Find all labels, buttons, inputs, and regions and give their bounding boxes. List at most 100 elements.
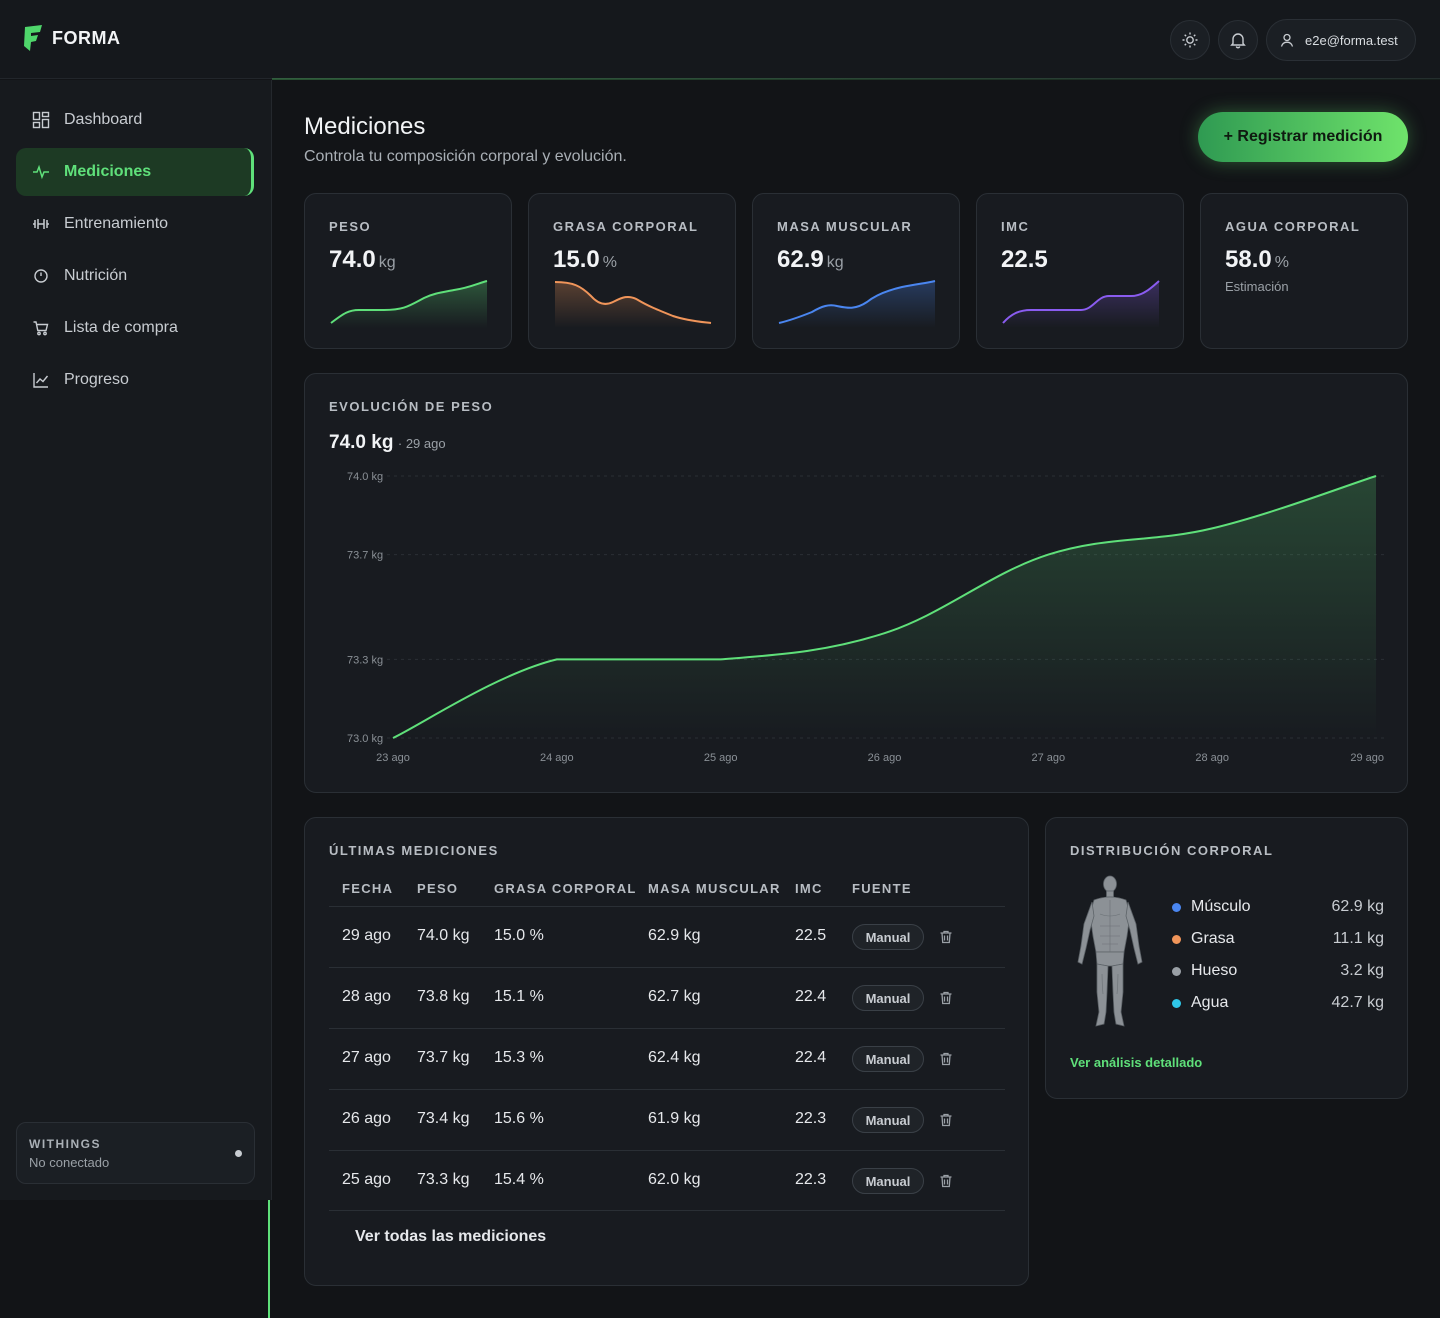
distribution-item: Músculo 62.9 kg — [1172, 896, 1384, 918]
sidebar-item-dashboard[interactable]: Dashboard — [16, 96, 254, 144]
register-measurement-button[interactable]: + Registrar medición — [1198, 112, 1408, 162]
table-cell: 61.9 kg — [648, 1110, 701, 1127]
sidebar-item-lista-de-compra[interactable]: Lista de compra — [16, 304, 254, 352]
table-cell: 22.4 — [795, 988, 827, 1005]
table-title: ÚLTIMAS MEDICIONES — [329, 843, 499, 858]
column-header: FUENTE — [852, 881, 912, 896]
source-badge: Manual — [852, 1046, 924, 1072]
sidebar-item-nutricion[interactable]: Nutrición — [16, 252, 254, 300]
distribution-item: Agua 42.7 kg — [1172, 992, 1384, 1014]
page-title: Mediciones — [304, 113, 426, 140]
stat-value: 58.0% — [1225, 246, 1289, 273]
stat-value: 22.5 — [1001, 246, 1048, 273]
trash-icon[interactable] — [938, 929, 954, 945]
app-logo[interactable]: FORMA — [22, 24, 121, 52]
detailed-analysis-link[interactable]: Ver análisis detallado — [1070, 1055, 1203, 1070]
sparkline-grasa — [554, 281, 712, 328]
bell-icon — [1230, 33, 1246, 49]
sidebar-item-label: Entrenamiento — [64, 215, 169, 232]
distribution-label: Hueso — [1191, 962, 1238, 979]
stat-subtext: Estimación — [1225, 279, 1289, 294]
table-divider — [329, 1210, 1005, 1211]
withings-status: No conectado — [29, 1155, 110, 1170]
user-menu[interactable]: e2e@forma.test — [1266, 19, 1416, 61]
connection-status-dot — [235, 1150, 242, 1157]
table-row: 26 ago 73.4 kg 15.6 % 61.9 kg 22.3 Manual — [329, 1089, 1005, 1150]
table-cell: 15.6 % — [494, 1110, 544, 1127]
stat-value: 62.9 kg — [777, 246, 844, 273]
distribution-label: Agua — [1191, 994, 1229, 1011]
source-badge: Manual — [852, 1168, 924, 1194]
withings-connection-card[interactable]: WITHINGS No conectado — [16, 1122, 255, 1184]
y-tick-label: 74.0 kg — [347, 471, 383, 483]
distribution-value: 42.7 kg — [1331, 994, 1384, 1011]
theme-toggle-button[interactable] — [1170, 20, 1210, 60]
stat-label: IMC — [1001, 219, 1030, 234]
source-badge: Manual — [852, 924, 924, 950]
trash-icon[interactable] — [938, 1112, 954, 1128]
pulse-icon — [32, 163, 50, 181]
stat-label: MASA MUSCULAR — [777, 219, 913, 234]
distribution-value: 11.1 kg — [1332, 930, 1384, 947]
sidebar-item-label: Dashboard — [64, 111, 143, 128]
table-cell: 25 ago — [342, 1171, 391, 1188]
stat-label: AGUA CORPORAL — [1225, 219, 1361, 234]
user-icon — [1280, 33, 1294, 47]
trash-icon[interactable] — [938, 1051, 954, 1067]
sun-icon — [1182, 32, 1198, 48]
stat-card-imc: IMC 22.5 — [976, 193, 1184, 349]
table-cell: 73.8 kg — [417, 988, 470, 1005]
weight-line-chart[interactable]: 74.0 kg 73.7 kg 73.3 kg 73.0 kg 23 ago 24 ago… — [305, 374, 1409, 794]
table-row: 25 ago 73.3 kg 15.4 % 62.0 kg 22.3 Manual — [329, 1150, 1005, 1211]
table-cell: 22.5 — [795, 927, 827, 944]
stat-label: PESO — [329, 219, 372, 234]
sidebar-item-progreso[interactable]: Progreso — [16, 356, 254, 404]
weight-series-line — [392, 475, 1377, 739]
table-row: 28 ago 73.8 kg 15.1 % 62.7 kg 22.4 Manual — [329, 967, 1005, 1028]
dumbbell-icon — [32, 215, 50, 233]
table-cell: 27 ago — [342, 1049, 391, 1066]
x-tick-label: 29 ago — [1350, 752, 1384, 764]
trash-icon[interactable] — [938, 1173, 954, 1189]
trash-icon[interactable] — [938, 990, 954, 1006]
source-badge: Manual — [852, 1107, 924, 1133]
weight-evolution-card: EVOLUCIÓN DE PESO 74.0 kg · 29 ago 74.0 … — [304, 373, 1408, 793]
grid-icon — [32, 111, 50, 129]
table-cell: 15.4 % — [494, 1171, 544, 1188]
distribution-item: Hueso 3.2 kg — [1172, 960, 1384, 982]
source-badge: Manual — [852, 985, 924, 1011]
table-row: 27 ago 73.7 kg 15.3 % 62.4 kg 22.4 Manual — [329, 1028, 1005, 1089]
distribution-label: Músculo — [1191, 898, 1251, 915]
sidebar-accent-line — [268, 1200, 270, 1318]
notifications-button[interactable] — [1218, 20, 1258, 60]
distribution-value: 62.9 kg — [1331, 898, 1384, 915]
x-tick-label: 23 ago — [376, 752, 410, 764]
weight-area-fill — [393, 476, 1376, 738]
chart-title: EVOLUCIÓN DE PESO — [329, 399, 494, 414]
page-subtitle: Controla tu composición corporal y evolu… — [304, 148, 627, 165]
stat-card-grasa-corporal: GRASA CORPORAL 15.0% — [528, 193, 736, 349]
chart-current-value: 74.0 kg · 29 ago — [329, 432, 446, 453]
legend-dot — [1172, 999, 1181, 1008]
table-cell: 22.3 — [795, 1171, 827, 1188]
y-tick-label: 73.0 kg — [347, 733, 383, 745]
sparkline-peso — [330, 280, 488, 328]
see-all-measurements-link[interactable]: Ver todas las mediciones — [355, 1228, 547, 1245]
distribution-item: Grasa 11.1 kg — [1172, 928, 1384, 950]
sidebar-item-entrenamiento[interactable]: Entrenamiento — [16, 200, 254, 248]
column-header: FECHA — [342, 881, 394, 896]
table-cell: 73.4 kg — [417, 1110, 470, 1127]
table-cell: 15.3 % — [494, 1049, 544, 1066]
x-tick-label: 25 ago — [704, 752, 738, 764]
table-cell: 29 ago — [342, 927, 391, 944]
cart-icon — [32, 319, 50, 337]
clock-icon — [32, 267, 50, 285]
sidebar-item-mediciones[interactable]: Mediciones — [16, 148, 254, 196]
x-tick-label: 24 ago — [540, 752, 574, 764]
table-cell: 62.0 kg — [648, 1171, 701, 1188]
distribution-title: DISTRIBUCIÓN CORPORAL — [1070, 843, 1274, 858]
user-email: e2e@forma.test — [1305, 32, 1398, 48]
column-header: GRASA CORPORAL — [494, 881, 637, 896]
sidebar: Dashboard Mediciones Entrenamiento Nutri… — [0, 80, 272, 1200]
human-body-icon — [1077, 875, 1143, 1027]
